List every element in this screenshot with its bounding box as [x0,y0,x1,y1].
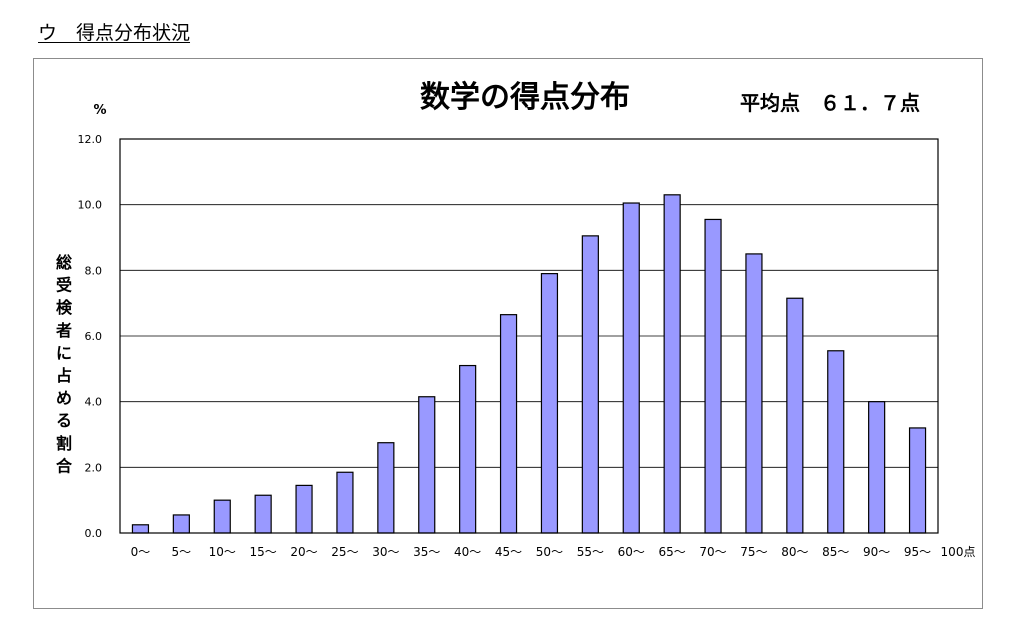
x-tick-label: 90～ [863,545,890,559]
bar-0 [131,524,150,534]
mean-score-annotation: 平均点 ６１．７点 [740,91,920,115]
bar-1 [172,514,190,534]
bar-11 [581,235,599,534]
bar-3 [254,494,272,534]
bar-18 [868,401,886,534]
y-tick-label: 2.0 [85,461,103,474]
x-tick-label: 95～ [904,545,931,559]
x-tick-label: 50～ [536,545,563,559]
x-tick-label: 10～ [209,545,236,559]
bar-2 [213,499,231,534]
y-tick-labels: 0.0 2.0 4.0 6.0 8.0 10.0 12.0 [78,133,103,540]
x-tick-label: 85～ [822,545,849,559]
y-tick-label: 4.0 [85,396,103,409]
bar-5 [336,471,354,534]
x-tick-label: 30～ [372,545,399,559]
y-tick-label: 12.0 [78,133,103,146]
bar-16 [786,297,804,534]
x-tick-label: 20～ [290,545,317,559]
section-heading: ウ 得点分布状況 [38,22,191,44]
x-tick-label: 40～ [454,545,481,559]
bar-4 [295,484,313,534]
x-axis-end-label: 100点 [941,545,976,559]
grid-lines [120,138,938,534]
bar-15 [745,253,763,534]
plot-area-border [119,138,939,534]
x-tick-labels: 0～ 5～ 10～ 15～ 20～ 25～ 30～ 35～ 40～ 45～ 50～ 55～ 60～ 65～… [131,545,932,559]
bar-12 [622,202,640,534]
x-tick-label: 5～ [172,545,192,559]
x-tick-label: 75～ [740,545,767,559]
y-tick-label: 8.0 [85,264,103,277]
y-tick-label: 10.0 [78,199,103,212]
x-tick-label: 70～ [699,545,726,559]
bar-19 [908,427,927,534]
x-tick-label: 25～ [331,545,358,559]
bar-17 [827,350,845,534]
bar-10 [540,273,559,534]
bar-7 [418,396,436,534]
x-tick-label: 0～ [131,545,151,559]
x-tick-label: 80～ [781,545,808,559]
bar-series [131,194,927,534]
x-tick-label: 35～ [413,545,440,559]
x-tick-label: 15～ [250,545,277,559]
y-axis-unit: % [93,103,106,118]
y-tick-label: 6.0 [85,330,103,343]
y-tick-label: 0.0 [85,527,103,540]
chart-title: 数学の得点分布 [420,80,630,115]
chart-frame [33,58,983,609]
x-tick-label: 65～ [659,545,686,559]
y-axis-label: 総受検者に占める割合 [55,253,73,475]
x-tick-label: 60～ [618,545,645,559]
bar-14 [704,218,722,534]
bar-6 [377,442,395,534]
x-tick-label: 55～ [577,545,604,559]
bar-13 [663,194,681,534]
bar-8 [459,364,477,534]
x-tick-label: 45～ [495,545,522,559]
bar-9 [499,314,518,534]
